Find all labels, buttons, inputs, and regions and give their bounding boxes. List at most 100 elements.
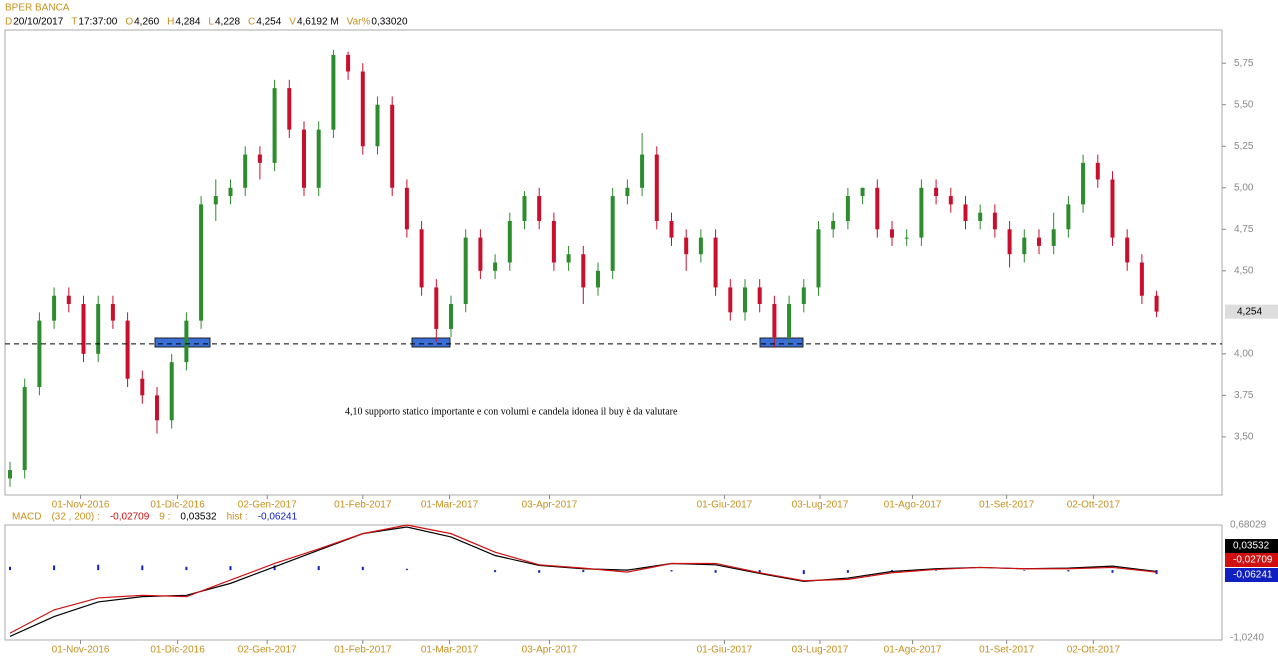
candle-body — [507, 220, 512, 263]
info-key: L — [208, 17, 214, 28]
support-zone — [154, 337, 211, 348]
candle-body — [831, 220, 836, 230]
hist-label: hist : — [227, 512, 248, 523]
candle-body — [316, 129, 321, 188]
info-value: 4,284 — [175, 17, 200, 28]
info-key: H — [167, 17, 174, 28]
candle-body — [213, 196, 218, 205]
candle-body — [243, 154, 248, 188]
info-value: 4,6192 M — [297, 17, 339, 28]
candle-body — [257, 154, 262, 163]
candle-body — [757, 287, 762, 305]
macd-value: -0,02709 — [110, 512, 150, 523]
candle-body — [581, 254, 586, 288]
info-value: 0,33020 — [371, 17, 408, 28]
x-tick-label: 02-Gen-2017 — [238, 500, 297, 511]
macd-line — [9, 524, 1157, 634]
candle-body — [404, 187, 409, 230]
value-box — [1225, 553, 1278, 567]
x-tick-label: 01-Giu-2017 — [697, 645, 753, 656]
candle-body — [463, 237, 468, 305]
x-tick-label: 01-Nov-2016 — [52, 645, 110, 656]
candle-body — [816, 229, 821, 288]
support-zone — [759, 337, 804, 348]
y-tick-label: 5,25 — [1234, 141, 1254, 152]
candle-body — [801, 287, 806, 305]
candle-body — [860, 187, 865, 197]
value-box-label: -0,02709 — [1233, 555, 1273, 566]
x-tick-label: 01-Mar-2017 — [421, 645, 479, 656]
x-tick-label: 02-Ott-2017 — [1067, 500, 1121, 511]
candle-body — [478, 237, 483, 271]
candle-body — [331, 54, 336, 130]
x-tick-label: 01-Feb-2017 — [334, 500, 392, 511]
x-tick-label: 01-Set-2017 — [979, 500, 1034, 511]
candle-body — [625, 187, 630, 197]
x-tick-label: 01-Ago-2017 — [884, 500, 942, 511]
candle-body — [96, 304, 101, 354]
macd-label: MACD — [12, 512, 41, 523]
candle-body — [1110, 179, 1115, 238]
candle-body — [992, 212, 997, 230]
candle-body — [1081, 162, 1086, 205]
candle-body — [713, 237, 718, 288]
x-tick-label: 03-Apr-2017 — [522, 645, 578, 656]
x-tick-label: 01-Set-2017 — [979, 645, 1034, 656]
candle-body — [1051, 229, 1056, 246]
info-key: D — [5, 17, 12, 28]
annotation: 4,10 supporto statico importante e con v… — [345, 406, 678, 417]
candle-body — [772, 304, 777, 338]
candle-body — [551, 220, 556, 263]
candle-body — [184, 320, 189, 363]
candle-body — [22, 387, 27, 471]
info-key: T — [71, 17, 77, 28]
y-tick-label: 5,50 — [1234, 99, 1254, 110]
info-value: 4,254 — [256, 17, 281, 28]
candle-body — [360, 71, 365, 147]
info-value: 17:37:00 — [78, 17, 117, 28]
candle-body — [1022, 237, 1027, 255]
candle-body — [1007, 229, 1012, 255]
y-tick-label: 3,50 — [1234, 432, 1254, 443]
title: BPER BANCA — [5, 3, 70, 14]
candle-body — [7, 470, 12, 479]
candle-body — [37, 320, 42, 388]
last-price-label: 4,254 — [1237, 306, 1262, 317]
info-value: 20/10/2017 — [13, 17, 63, 28]
candle-body — [669, 220, 674, 238]
candle-body — [566, 254, 571, 263]
candle-body — [934, 187, 939, 197]
candle-body — [1154, 295, 1159, 312]
candle-body — [948, 196, 953, 205]
candle-body — [110, 304, 115, 321]
candle-body — [875, 187, 880, 230]
info-row: D 20/10/2017 T 17:37:00 O 4,260 H 4,284 L 4,228 C 4… — [5, 17, 408, 28]
info-key: Var% — [347, 17, 371, 28]
y-tick-label: 4,00 — [1234, 348, 1254, 359]
candle-body — [52, 295, 57, 321]
price-panel — [4, 29, 1223, 496]
candle-body — [654, 154, 659, 221]
candle-body — [640, 154, 645, 188]
candle-body — [595, 270, 600, 288]
candle-body — [1125, 237, 1130, 263]
candle-body — [537, 196, 542, 221]
candle-body — [1036, 237, 1041, 246]
candle-body — [1139, 262, 1144, 296]
x-tick-label: 03-Lug-2017 — [792, 645, 849, 656]
macd-panel — [4, 524, 1223, 641]
x-tick-label: 01-Nov-2016 — [52, 500, 110, 511]
y-tick-label: 5,00 — [1234, 182, 1254, 193]
info-key: V — [289, 17, 296, 28]
candle-body — [963, 204, 968, 221]
candle-body — [228, 187, 233, 197]
candle-body — [1095, 162, 1100, 180]
candle-body — [698, 237, 703, 255]
x-tick-label: 01-Feb-2017 — [334, 645, 392, 656]
signal-label: 9 : — [159, 512, 170, 523]
candle-body — [889, 229, 894, 238]
y-tick-label: 4,50 — [1234, 265, 1254, 276]
candle-body — [845, 196, 850, 221]
candle-body — [287, 88, 292, 130]
